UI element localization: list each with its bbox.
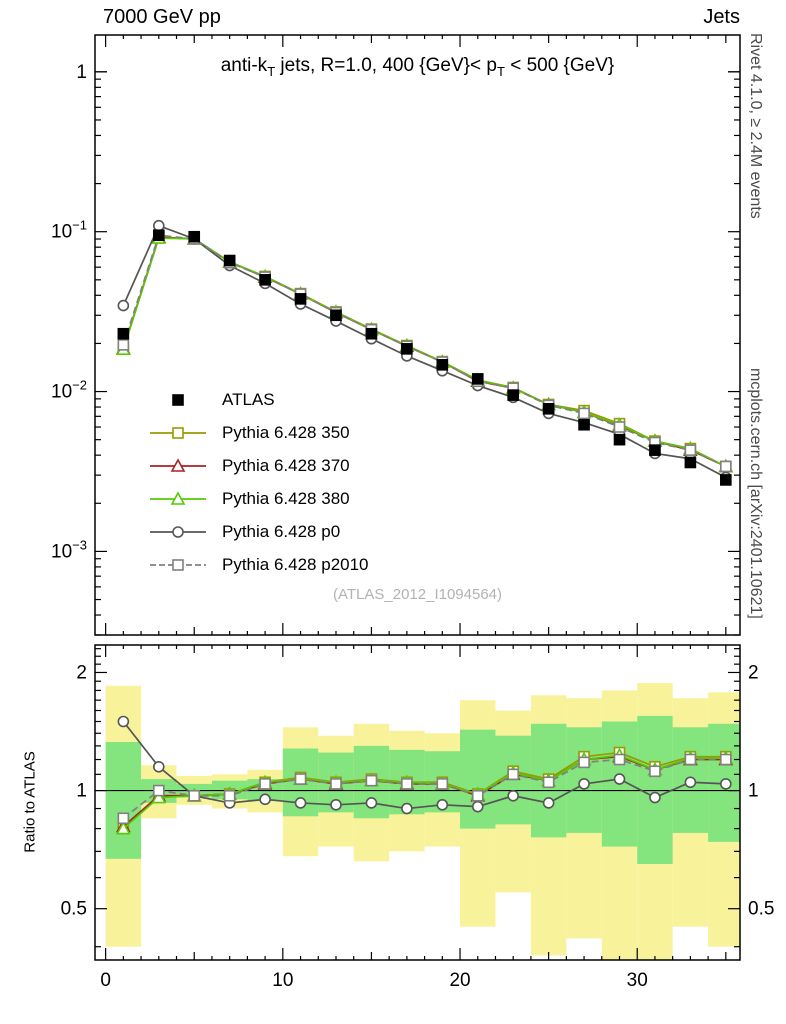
legend-entry-label: Pythia 6.428 p0 [222, 521, 341, 541]
tick-label: 1 [76, 781, 87, 802]
analysis-group-label: Jets [703, 6, 740, 28]
main-panel-frame [94, 34, 741, 636]
legend-entry: Pythia 6.428 380 [148, 482, 369, 515]
legend-entry: Pythia 6.428 370 [148, 449, 369, 482]
green-band [460, 729, 496, 829]
tick-label: 20 [449, 970, 470, 991]
legend-entry-label: Pythia 6.428 350 [222, 422, 350, 442]
mcplots-arxiv-note: mcplots.cern.ch [arXiv:2401.10621] [747, 368, 764, 619]
beam-energy-label: 7000 GeV pp [103, 6, 221, 28]
ratio-axis-label: Ratio to ATLAS [21, 751, 39, 853]
legend-circle-open-marker-icon [150, 525, 206, 538]
plot-title: anti-kT jets, R=1.0, 400 {GeV}< pT < 500… [95, 55, 740, 79]
analysis-id-watermark: (ATLAS_2012_I1094564) [332, 586, 502, 603]
legend-square-open-marker-icon [150, 558, 206, 571]
green-band [637, 715, 673, 864]
ratio-panel-frame [94, 644, 741, 961]
main-series [116, 219, 734, 486]
tick-label: 1 [76, 62, 87, 83]
tick-label: 30 [627, 970, 648, 991]
legend-entry-label: Pythia 6.428 370 [222, 455, 350, 475]
tick-label: 2 [748, 662, 759, 683]
legend: ATLAS Pythia 6.428 350 Pythia 6.428 370 Pyt… [148, 383, 369, 581]
tick-label: 2 [76, 662, 87, 683]
tick-label: 0 [100, 970, 111, 991]
green-band [105, 741, 142, 859]
tick-label: 10−3 [51, 537, 87, 562]
plot-title-subscript: T [496, 63, 505, 79]
legend-entry-label: Pythia 6.428 380 [222, 488, 350, 508]
tick-label: 0.5 [748, 899, 774, 920]
legend-entry: Pythia 6.428 350 [148, 416, 369, 449]
legend-entry-label: Pythia 6.428 p2010 [222, 554, 369, 574]
legend-entry: Pythia 6.428 p0 [148, 515, 369, 548]
legend-triangle-open-marker-icon [150, 457, 206, 472]
legend-entry-label: ATLAS [222, 389, 275, 409]
tick-label: 0.5 [61, 899, 87, 920]
plot-title-text: < 500 {GeV} [504, 55, 615, 76]
tick-label: 10−1 [51, 218, 87, 243]
tick-label: 10 [272, 970, 293, 991]
plot-title-subscript: T [267, 63, 276, 79]
uncertainty-bands [105, 683, 740, 960]
plot-title-text: anti-k [220, 55, 268, 76]
ratio-series [116, 715, 734, 835]
tick-label: 1 [748, 781, 759, 802]
legend-entry: ATLAS [148, 383, 369, 416]
plot-title-text: jets, R=1.0, 400 {GeV}< p [275, 55, 497, 76]
legend-square-filled-marker-icon [172, 393, 184, 406]
legend-square-open-marker-icon [150, 426, 206, 439]
rivet-version-note: Rivet 4.1.0, ≥ 2.4M events [747, 33, 764, 219]
legend-triangle-open-marker-icon [150, 490, 206, 505]
tick-label: 10−2 [51, 378, 87, 403]
legend-entry: Pythia 6.428 p2010 [148, 548, 369, 581]
